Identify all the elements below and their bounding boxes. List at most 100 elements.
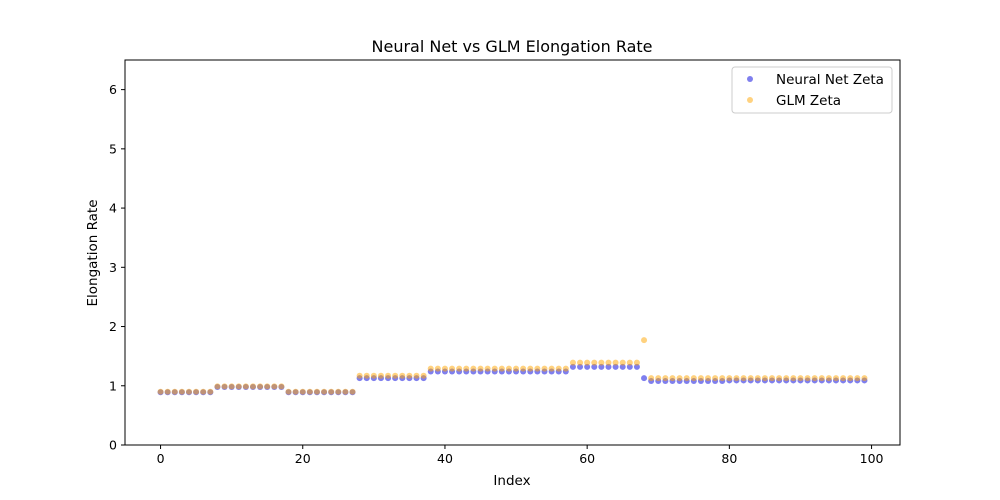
y-axis-label: Elongation Rate bbox=[85, 199, 101, 306]
data-point bbox=[854, 375, 861, 382]
data-point bbox=[669, 375, 676, 382]
data-point bbox=[584, 359, 591, 366]
data-point bbox=[683, 375, 690, 382]
data-point bbox=[257, 383, 264, 390]
data-point bbox=[441, 365, 448, 372]
data-point bbox=[626, 359, 633, 366]
data-point bbox=[370, 372, 377, 379]
x-tick-label: 0 bbox=[157, 451, 165, 466]
y-tick-label: 3 bbox=[109, 260, 117, 275]
data-point bbox=[456, 365, 463, 372]
y-tick-label: 5 bbox=[109, 141, 117, 156]
data-point bbox=[157, 388, 164, 395]
data-point bbox=[726, 375, 733, 382]
data-point bbox=[534, 365, 541, 372]
legend-box bbox=[731, 66, 893, 114]
y-tick-label: 4 bbox=[109, 201, 117, 216]
data-point bbox=[655, 375, 662, 382]
data-point bbox=[648, 375, 655, 382]
data-point bbox=[633, 363, 640, 370]
data-point bbox=[413, 372, 420, 379]
data-point bbox=[790, 375, 797, 382]
data-point bbox=[733, 375, 740, 382]
data-point bbox=[335, 388, 342, 395]
data-point bbox=[598, 359, 605, 366]
x-tick-label: 100 bbox=[860, 451, 884, 466]
data-point bbox=[577, 359, 584, 366]
data-point bbox=[548, 365, 555, 372]
series-glm bbox=[157, 337, 868, 395]
data-point bbox=[804, 375, 811, 382]
data-point bbox=[377, 372, 384, 379]
data-point bbox=[313, 388, 320, 395]
data-point bbox=[221, 383, 228, 390]
data-point bbox=[797, 375, 804, 382]
data-point bbox=[861, 375, 868, 382]
y-tick-label: 6 bbox=[109, 82, 117, 97]
data-point bbox=[776, 375, 783, 382]
data-point bbox=[662, 375, 669, 382]
data-point bbox=[605, 363, 612, 370]
plot-area: 0 20 40 60 80 100 0 1 2 3 4 5 6 bbox=[109, 59, 901, 466]
data-point bbox=[285, 388, 292, 395]
data-point bbox=[719, 375, 726, 382]
data-point bbox=[569, 363, 576, 370]
chart-title: Neural Net vs GLM Elongation Rate bbox=[372, 37, 653, 56]
data-point bbox=[498, 365, 505, 372]
data-point bbox=[214, 383, 221, 390]
data-point bbox=[626, 363, 633, 370]
data-point bbox=[697, 375, 704, 382]
data-point bbox=[342, 388, 349, 395]
x-tick-label: 60 bbox=[579, 451, 595, 466]
plot-frame bbox=[124, 59, 901, 446]
data-point bbox=[840, 375, 847, 382]
data-point bbox=[605, 359, 612, 366]
data-point bbox=[264, 383, 271, 390]
y-tick-label: 1 bbox=[109, 378, 117, 393]
data-point bbox=[612, 359, 619, 366]
data-point bbox=[235, 383, 242, 390]
y-tick-label: 2 bbox=[109, 319, 117, 334]
data-point bbox=[690, 375, 697, 382]
data-point bbox=[520, 365, 527, 372]
data-point bbox=[612, 363, 619, 370]
data-point bbox=[712, 375, 719, 382]
legend-label-glm: GLM Zeta bbox=[776, 93, 841, 109]
data-point bbox=[420, 372, 427, 379]
data-point bbox=[449, 365, 456, 372]
data-point bbox=[825, 375, 832, 382]
data-point bbox=[363, 372, 370, 379]
data-point bbox=[641, 337, 648, 344]
data-point bbox=[292, 388, 299, 395]
data-point bbox=[833, 375, 840, 382]
data-point bbox=[676, 375, 683, 382]
data-point bbox=[200, 388, 207, 395]
data-point bbox=[555, 365, 562, 372]
y-tick-label: 0 bbox=[109, 438, 117, 453]
data-point bbox=[406, 372, 413, 379]
data-point bbox=[185, 388, 192, 395]
data-point bbox=[228, 383, 235, 390]
data-point bbox=[171, 388, 178, 395]
data-point bbox=[249, 383, 256, 390]
data-point bbox=[811, 375, 818, 382]
data-point bbox=[591, 363, 598, 370]
x-tick-label: 20 bbox=[295, 451, 311, 466]
series-neural-net bbox=[157, 363, 868, 396]
x-tick-label: 40 bbox=[437, 451, 453, 466]
data-point bbox=[577, 363, 584, 370]
data-point bbox=[321, 388, 328, 395]
data-point bbox=[740, 375, 747, 382]
data-point bbox=[591, 359, 598, 366]
data-point bbox=[619, 363, 626, 370]
data-point bbox=[477, 365, 484, 372]
data-point bbox=[164, 388, 171, 395]
data-point bbox=[491, 365, 498, 372]
data-point bbox=[271, 383, 278, 390]
data-point bbox=[619, 359, 626, 366]
legend-label-neural-net: Neural Net Zeta bbox=[776, 72, 884, 88]
data-point bbox=[541, 365, 548, 372]
data-point bbox=[633, 359, 640, 366]
data-point bbox=[641, 375, 648, 382]
data-point bbox=[513, 365, 520, 372]
